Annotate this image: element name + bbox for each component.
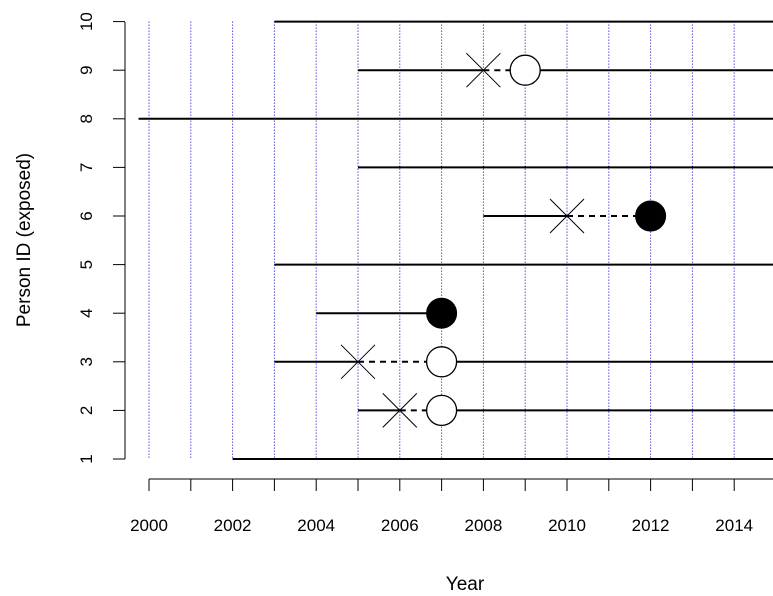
x-tick-label-2012: 2012 (632, 516, 670, 535)
person-4-filled-circle-marker (426, 297, 458, 329)
event-markers (340, 52, 667, 428)
cross-stroke-b (549, 198, 585, 234)
cross-stroke-b (340, 344, 376, 380)
x-tick-label-2010: 2010 (548, 516, 586, 535)
person-6-cross-marker (549, 198, 585, 234)
person-9-open-circle-marker (509, 54, 541, 86)
person-2-cross-marker (382, 393, 418, 428)
cross-stroke-b (466, 52, 501, 88)
x-tick-label-2004: 2004 (297, 516, 335, 535)
x-tick-label-2014: 2014 (715, 516, 753, 535)
y-tick-label-6: 6 (77, 211, 96, 220)
y-tick-label-3: 3 (77, 357, 96, 366)
y-tick-label-10: 10 (77, 12, 96, 31)
person-3-cross-marker (340, 344, 376, 380)
cross-stroke-b (382, 393, 418, 428)
y-tick-label-9: 9 (77, 65, 96, 74)
axes (124, 22, 773, 480)
x-axis-title: Year (446, 574, 485, 595)
gridlines (148, 21, 735, 459)
x-tick-label-2006: 2006 (381, 516, 419, 535)
y-tick-label-5: 5 (77, 260, 96, 269)
y-tick-label-4: 4 (77, 308, 96, 317)
x-tick-label-2002: 2002 (214, 516, 252, 535)
y-tick-label-7: 7 (77, 163, 96, 172)
person-2-open-circle-marker (425, 394, 458, 427)
y-tick-label-2: 2 (77, 406, 96, 415)
person-9-cross-marker (466, 52, 501, 88)
person-lines (138, 20, 773, 460)
y-tick-label-1: 1 (77, 454, 96, 463)
ticks: 1 2 3 4 5 6 7 8 9 10 2000 2002 2004 2006 2008 2010 2012 2… (77, 12, 753, 535)
person-6-filled-circle-marker (635, 200, 667, 232)
x-tick-label-2000: 2000 (130, 516, 168, 535)
y-tick-label-8: 8 (77, 114, 96, 123)
y-axis-title: Person ID (exposed) (14, 153, 35, 327)
person-3-open-circle-marker (425, 346, 458, 378)
x-tick-label-2008: 2008 (464, 516, 502, 535)
